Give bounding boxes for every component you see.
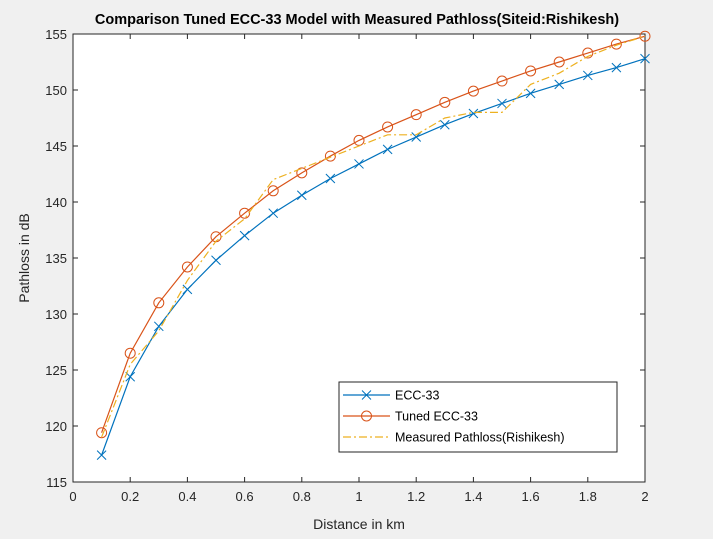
x-tick-label: 0	[69, 489, 76, 504]
legend: ECC-33 Tuned ECC-33 Measured Pathloss(Rish…	[338, 381, 618, 453]
data-point-x-marker	[411, 132, 422, 142]
data-point-x-marker	[96, 450, 107, 460]
x-tick-label: 0.6	[236, 489, 254, 504]
data-point-x-marker	[382, 144, 393, 155]
data-point-circle-marker	[553, 56, 565, 68]
data-point-x-marker	[239, 230, 250, 241]
y-tick-label: 155	[45, 27, 67, 42]
legend-label: ECC-33	[395, 389, 440, 403]
series-layer	[96, 30, 651, 460]
axis-ticks: 0 0.2 0.4 0.6 0.8 1 1.2 1.4 1.6 1.8 2 115 120 125 130 1…	[45, 27, 648, 504]
data-point-x-marker	[296, 190, 307, 201]
data-point-circle-marker	[153, 297, 165, 309]
x-axis-label: Distance in km	[313, 516, 405, 532]
data-point-x-marker	[582, 70, 593, 81]
y-tick-label: 115	[46, 475, 67, 490]
data-point-circle-marker	[239, 207, 251, 219]
data-point-circle-marker	[181, 261, 193, 273]
data-point-circle-marker	[124, 347, 136, 359]
data-point-circle-marker	[410, 109, 422, 121]
series-line	[101, 35, 646, 438]
x-tick-label: 0.8	[293, 489, 311, 504]
series-1	[96, 30, 651, 439]
data-point-x-marker	[497, 98, 507, 109]
data-point-x-marker	[211, 255, 221, 266]
data-point-x-marker	[554, 79, 565, 90]
series-line	[101, 58, 646, 456]
y-tick-label: 135	[45, 251, 67, 266]
data-point-circle-marker	[267, 185, 279, 197]
data-point-x-marker	[640, 53, 650, 64]
y-tick-label: 140	[45, 195, 67, 210]
x-tick-label: 0.2	[121, 489, 139, 504]
y-tick-label: 125	[45, 363, 67, 378]
legend-label: Tuned ECC-33	[395, 410, 478, 424]
data-point-x-marker	[153, 321, 164, 332]
data-point-circle-marker	[96, 427, 108, 439]
y-tick-label: 130	[45, 307, 67, 322]
series-0	[96, 53, 650, 460]
legend-entry: Measured Pathloss(Rishikesh)	[343, 431, 565, 445]
data-point-circle-marker	[496, 75, 508, 87]
x-tick-label: 1.4	[464, 489, 482, 504]
data-point-x-marker	[354, 159, 364, 169]
data-point-x-marker	[525, 88, 536, 99]
y-axis-label: Pathloss in dB	[16, 213, 32, 303]
legend-entry: Tuned ECC-33	[343, 410, 478, 424]
data-point-x-marker	[182, 284, 193, 295]
data-point-circle-marker	[296, 167, 308, 179]
data-point-x-marker	[361, 390, 372, 400]
data-point-circle-marker	[639, 30, 651, 42]
x-tick-label: 1.2	[407, 489, 425, 504]
data-point-circle-marker	[525, 65, 537, 77]
data-point-x-marker	[325, 173, 336, 184]
x-tick-label: 1.8	[579, 489, 597, 504]
data-point-circle-marker	[361, 410, 372, 422]
x-tick-label: 1	[355, 489, 362, 504]
legend-label: Measured Pathloss(Rishikesh)	[395, 431, 565, 445]
data-point-circle-marker	[582, 47, 594, 59]
data-point-circle-marker	[467, 85, 479, 97]
x-tick-label: 2	[641, 489, 648, 504]
data-point-x-marker	[125, 371, 136, 382]
data-point-x-marker	[611, 62, 622, 73]
data-point-x-marker	[268, 208, 279, 219]
series-2	[101, 35, 646, 438]
data-point-circle-marker	[382, 121, 394, 133]
chart-title: Comparison Tuned ECC-33 Model with Measu…	[95, 12, 619, 28]
y-tick-label: 145	[45, 139, 67, 154]
y-tick-label: 150	[45, 83, 67, 98]
data-point-circle-marker	[439, 96, 451, 108]
y-tick-label: 120	[45, 419, 67, 434]
data-point-circle-marker	[324, 150, 336, 162]
x-tick-label: 0.4	[178, 489, 196, 504]
data-point-x-marker	[439, 119, 450, 130]
x-tick-label: 1.6	[522, 489, 540, 504]
data-point-x-marker	[468, 108, 479, 119]
legend-box	[338, 381, 618, 453]
legend-entry: ECC-33	[343, 389, 440, 403]
